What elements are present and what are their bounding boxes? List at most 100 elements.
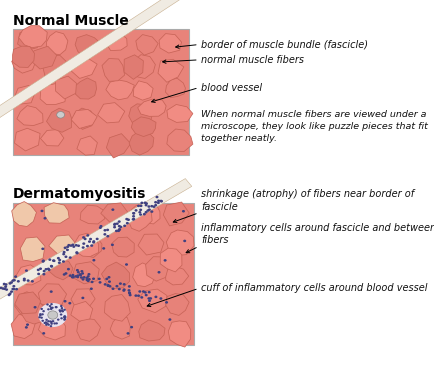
Polygon shape bbox=[14, 128, 40, 151]
Circle shape bbox=[145, 202, 148, 205]
Circle shape bbox=[49, 290, 53, 293]
Circle shape bbox=[50, 303, 53, 305]
Circle shape bbox=[15, 288, 18, 291]
Polygon shape bbox=[71, 301, 92, 321]
Circle shape bbox=[75, 251, 78, 254]
Circle shape bbox=[41, 313, 44, 315]
Circle shape bbox=[87, 273, 90, 276]
Circle shape bbox=[61, 309, 63, 311]
Circle shape bbox=[46, 303, 49, 306]
Circle shape bbox=[26, 323, 29, 326]
Polygon shape bbox=[166, 129, 192, 151]
Circle shape bbox=[23, 277, 26, 280]
Circle shape bbox=[41, 247, 44, 250]
Circle shape bbox=[10, 290, 13, 293]
Polygon shape bbox=[71, 289, 95, 310]
Polygon shape bbox=[165, 78, 185, 98]
Circle shape bbox=[138, 211, 141, 214]
Circle shape bbox=[11, 288, 14, 290]
Polygon shape bbox=[80, 205, 105, 224]
Circle shape bbox=[128, 292, 131, 295]
Bar bbox=[13, 203, 193, 345]
Circle shape bbox=[72, 245, 75, 248]
Circle shape bbox=[47, 324, 50, 326]
Circle shape bbox=[64, 255, 67, 258]
Circle shape bbox=[181, 210, 184, 212]
Text: border of muscle bundle (fascicle): border of muscle bundle (fascicle) bbox=[201, 39, 367, 50]
Circle shape bbox=[47, 268, 50, 270]
Polygon shape bbox=[15, 292, 41, 314]
Circle shape bbox=[17, 280, 20, 283]
Circle shape bbox=[137, 295, 140, 297]
Polygon shape bbox=[102, 58, 124, 81]
Circle shape bbox=[71, 243, 74, 246]
Circle shape bbox=[148, 300, 151, 302]
Circle shape bbox=[90, 244, 93, 247]
Circle shape bbox=[118, 220, 121, 223]
Circle shape bbox=[86, 275, 89, 278]
Circle shape bbox=[26, 279, 30, 282]
Circle shape bbox=[115, 285, 118, 288]
Circle shape bbox=[9, 282, 12, 285]
Polygon shape bbox=[38, 316, 65, 340]
Polygon shape bbox=[160, 248, 181, 272]
Polygon shape bbox=[133, 81, 153, 100]
Circle shape bbox=[63, 319, 66, 321]
Polygon shape bbox=[101, 203, 127, 222]
Polygon shape bbox=[19, 26, 47, 48]
Circle shape bbox=[88, 278, 91, 281]
Circle shape bbox=[3, 283, 6, 285]
Circle shape bbox=[111, 243, 114, 246]
Polygon shape bbox=[106, 134, 131, 158]
Circle shape bbox=[63, 246, 66, 249]
Polygon shape bbox=[46, 108, 72, 132]
Circle shape bbox=[132, 215, 135, 218]
Circle shape bbox=[105, 278, 108, 280]
Circle shape bbox=[12, 285, 15, 288]
Circle shape bbox=[7, 294, 10, 296]
Text: cuff of inflammatory cells around blood vessel: cuff of inflammatory cells around blood … bbox=[201, 283, 427, 293]
Circle shape bbox=[86, 234, 89, 237]
Circle shape bbox=[146, 209, 149, 212]
Circle shape bbox=[47, 320, 49, 322]
Circle shape bbox=[83, 238, 86, 240]
Circle shape bbox=[81, 278, 84, 281]
Circle shape bbox=[113, 223, 116, 226]
Circle shape bbox=[55, 322, 58, 324]
Polygon shape bbox=[49, 260, 73, 280]
Circle shape bbox=[128, 291, 131, 294]
Circle shape bbox=[132, 212, 135, 215]
Circle shape bbox=[92, 241, 95, 243]
Circle shape bbox=[147, 205, 150, 208]
Circle shape bbox=[122, 283, 125, 285]
Circle shape bbox=[57, 257, 60, 260]
Circle shape bbox=[142, 213, 145, 215]
Polygon shape bbox=[16, 265, 41, 285]
Circle shape bbox=[49, 305, 51, 307]
Circle shape bbox=[23, 279, 26, 281]
Circle shape bbox=[51, 307, 54, 309]
Circle shape bbox=[44, 268, 47, 270]
Circle shape bbox=[50, 307, 53, 309]
Circle shape bbox=[115, 230, 118, 232]
Circle shape bbox=[139, 205, 142, 207]
Circle shape bbox=[108, 285, 111, 288]
Circle shape bbox=[40, 308, 43, 310]
Circle shape bbox=[139, 213, 142, 216]
Circle shape bbox=[122, 289, 125, 292]
Polygon shape bbox=[138, 99, 166, 116]
Circle shape bbox=[62, 273, 66, 276]
Circle shape bbox=[80, 276, 83, 279]
Circle shape bbox=[86, 280, 89, 282]
Circle shape bbox=[160, 200, 163, 203]
Polygon shape bbox=[42, 55, 69, 79]
Circle shape bbox=[118, 225, 121, 227]
Circle shape bbox=[118, 282, 122, 285]
Circle shape bbox=[42, 273, 45, 276]
Polygon shape bbox=[20, 237, 45, 261]
Circle shape bbox=[154, 204, 157, 207]
Circle shape bbox=[132, 218, 135, 220]
Circle shape bbox=[42, 332, 45, 335]
Circle shape bbox=[154, 201, 157, 204]
Polygon shape bbox=[129, 131, 154, 155]
